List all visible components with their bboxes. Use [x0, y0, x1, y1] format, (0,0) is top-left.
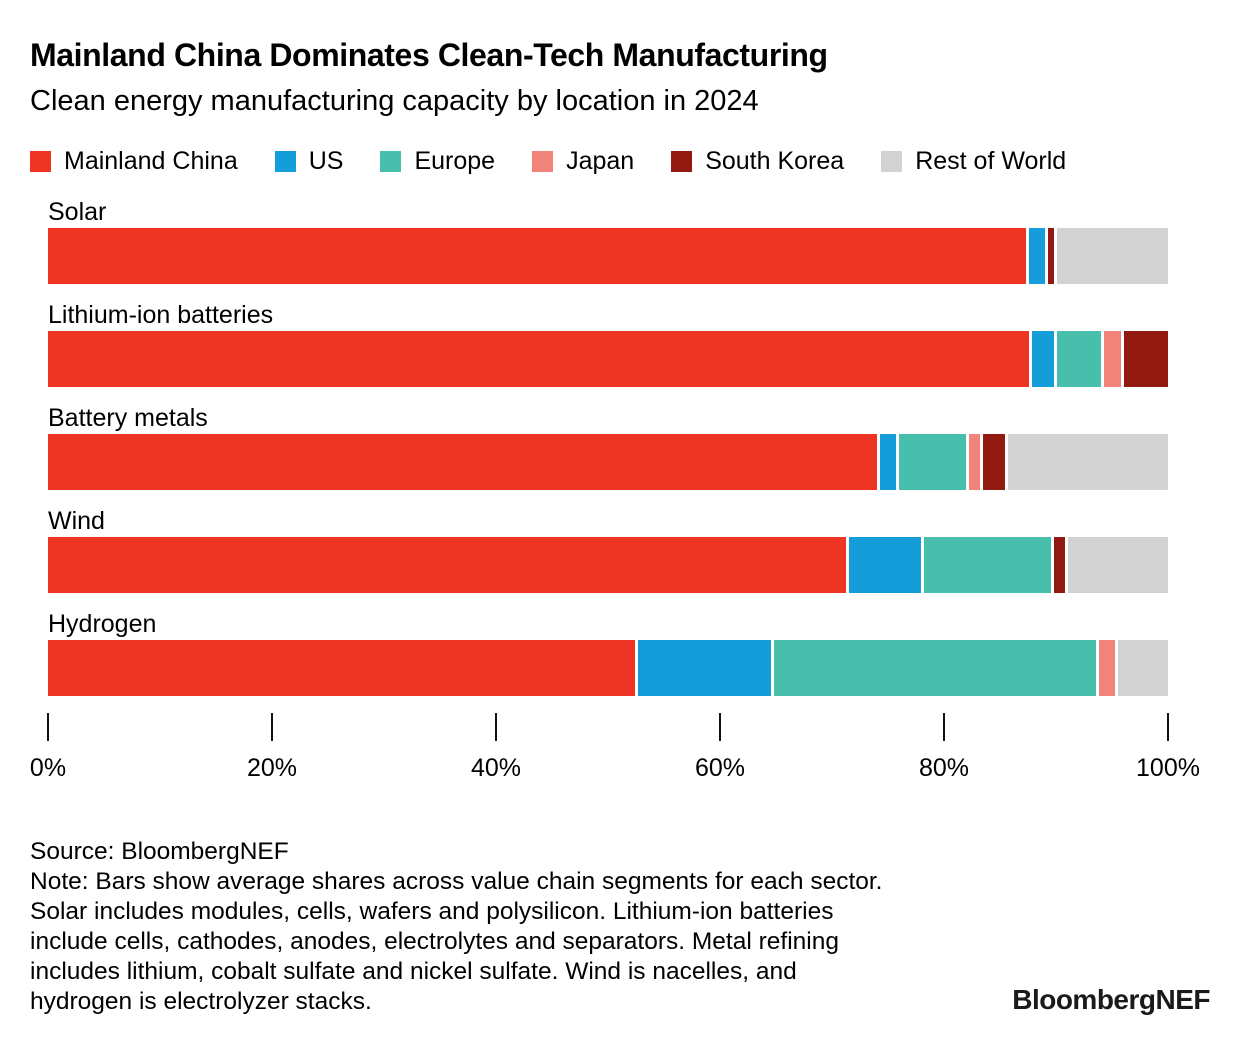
bar-segment-rest-of-world: [1068, 536, 1168, 593]
bar-segment-us: [848, 536, 921, 593]
bar-segment-rest-of-world: [1056, 227, 1169, 284]
legend-item-rest-of-world: Rest of World: [881, 147, 1066, 176]
bloombergnef-logo: BloombergNEF: [1012, 984, 1210, 1015]
chart-row-solar: Solar: [48, 197, 1169, 284]
bar-segment-japan: [968, 433, 980, 490]
source-text: Source: BloombergNEF: [30, 837, 289, 865]
legend-swatch-icon: [671, 150, 693, 172]
axis-tick-label: 80%: [918, 753, 970, 782]
bar-segment-mainland-china: [48, 227, 1026, 284]
page-title: Mainland China Dominates Clean-Tech Manu…: [30, 37, 828, 73]
axis-tick-label: 20%: [246, 753, 298, 782]
legend-label: US: [308, 146, 344, 175]
legend-label: Rest of World: [915, 146, 1067, 175]
legend-item-japan: Japan: [532, 147, 634, 176]
chart-row-lithium-ion-batteries: Lithium-ion batteries: [48, 301, 1168, 387]
bar-segment-rest-of-world: [1007, 433, 1168, 490]
bar-segment-mainland-china: [48, 536, 846, 593]
axis-tick-label: 100%: [1136, 753, 1200, 782]
note-line: hydrogen is electrolyzer stacks.: [30, 987, 372, 1015]
footer: Source: BloombergNEF Note: Bars show ave…: [30, 837, 1210, 1017]
stacked-bar-lithium-ion-batteries: [48, 330, 1168, 387]
bar-segment-us: [1028, 227, 1046, 284]
axis-tick-label: 60%: [694, 753, 746, 782]
stacked-bar-hydrogen: [48, 639, 1168, 696]
axis-tick: [47, 712, 49, 741]
bar-segment-south-korea: [1048, 227, 1054, 284]
bar-label: Solar: [48, 197, 107, 226]
legend-swatch-icon: [380, 150, 402, 172]
bar-segment-mainland-china: [48, 639, 636, 696]
bar-segment-japan: [1098, 639, 1116, 696]
axis-tick: [495, 712, 497, 741]
legend-swatch-icon: [30, 150, 51, 172]
bar-segment-us: [638, 639, 772, 696]
legend-label: Japan: [566, 146, 635, 175]
note-line: Solar includes modules, cells, wafers an…: [30, 897, 834, 925]
note-line: Note: Bars show average shares across va…: [30, 867, 883, 895]
legend: Mainland China US Europe Japan South Korea Re…: [30, 147, 1210, 176]
bar-segment-us: [1031, 330, 1054, 387]
bar-segment-us: [879, 433, 897, 490]
legend-item-mainland-china: Mainland China: [30, 147, 238, 176]
legend-item-south-korea: South Korea: [671, 147, 844, 176]
axis-tick: [719, 712, 721, 741]
axis-tick: [1167, 712, 1169, 741]
bar-label: Lithium-ion batteries: [48, 300, 274, 329]
legend-item-us: US: [274, 146, 344, 176]
bar-segment-south-korea: [1054, 536, 1066, 593]
bar-segment-europe: [923, 536, 1052, 593]
bar-label: Wind: [48, 506, 105, 535]
legend-swatch-icon: [532, 150, 554, 172]
chart: Solar Lithium-ion batteries Battery metals…: [48, 197, 1169, 696]
bar-segment-europe: [1056, 330, 1102, 387]
bar-segment-europe: [774, 639, 1096, 696]
legend-swatch-icon: [881, 150, 903, 172]
bar-label: Hydrogen: [48, 609, 157, 638]
stacked-bar-battery-metals: [48, 433, 1168, 490]
legend-label: Europe: [414, 146, 496, 175]
chart-row-battery-metals: Battery metals: [48, 404, 1168, 490]
note-line: includes lithium, cobalt sulfate and nic…: [30, 957, 797, 985]
axis-tick-label: 0%: [29, 753, 67, 782]
bar-segment-europe: [899, 433, 966, 490]
chart-row-hydrogen: Hydrogen: [48, 610, 1168, 696]
bar-segment-south-korea: [982, 433, 1005, 490]
legend-item-europe: Europe: [380, 147, 495, 176]
bar-segment-mainland-china: [48, 433, 877, 490]
bar-segment-japan: [1104, 330, 1121, 387]
axis-tick-label: 40%: [470, 753, 522, 782]
legend-label: Mainland China: [64, 146, 238, 175]
bar-label: Battery metals: [48, 403, 208, 432]
stacked-bar-wind: [48, 536, 1168, 593]
bar-segment-south-korea: [1123, 330, 1168, 387]
stacked-bar-solar: [48, 227, 1169, 284]
axis-tick: [271, 712, 273, 741]
page-subtitle: Clean energy manufacturing capacity by l…: [30, 84, 759, 117]
legend-swatch-icon: [274, 150, 296, 172]
note-line: include cells, cathodes, anodes, electro…: [30, 927, 839, 955]
bar-segment-mainland-china: [48, 330, 1029, 387]
chart-row-wind: Wind: [48, 507, 1168, 593]
legend-label: South Korea: [705, 146, 845, 175]
x-axis: 0% 20% 40% 60% 80% 100%: [30, 712, 1200, 787]
bar-segment-rest-of-world: [1118, 639, 1168, 696]
axis-tick: [943, 712, 945, 741]
